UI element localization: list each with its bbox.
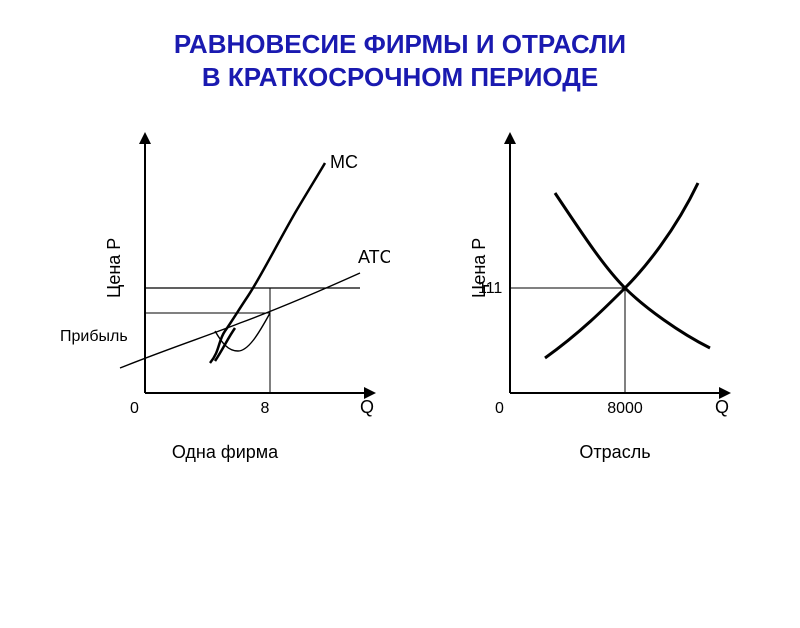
x-tick-label: 8000 bbox=[607, 400, 643, 417]
chart-industry: Цена Р Q 0 111 8000 Отрасль bbox=[430, 113, 740, 493]
demand-curve bbox=[555, 193, 710, 348]
origin-label: 0 bbox=[130, 400, 139, 417]
page-title: РАВНОВЕСИЕ ФИРМЫ И ОТРАСЛИ В КРАТКОСРОЧН… bbox=[0, 28, 800, 93]
chart-firm-svg: Цена Р Q 0 8 МС АТС Прибыл bbox=[60, 113, 390, 493]
atc-label: АТС bbox=[358, 247, 390, 267]
x-axis-label: Q bbox=[360, 397, 374, 417]
chart-firm: Цена Р Q 0 8 МС АТС Прибыл bbox=[60, 113, 390, 493]
supply-curve bbox=[545, 183, 698, 358]
chart-caption: Отрасль bbox=[579, 442, 650, 462]
charts-row: Цена Р Q 0 8 МС АТС Прибыл bbox=[0, 113, 800, 493]
origin-label: 0 bbox=[495, 400, 504, 417]
title-line-2: В КРАТКОСРОЧНОМ ПЕРИОДЕ bbox=[0, 61, 800, 94]
atc-curve bbox=[120, 273, 360, 368]
profit-label: Прибыль bbox=[60, 328, 128, 345]
y-axis-label: Цена Р bbox=[104, 238, 124, 298]
chart-industry-svg: Цена Р Q 0 111 8000 Отрасль bbox=[430, 113, 740, 493]
title-line-1: РАВНОВЕСИЕ ФИРМЫ И ОТРАСЛИ bbox=[0, 28, 800, 61]
x-axis-label: Q bbox=[715, 397, 729, 417]
y-tick-label: 111 bbox=[478, 280, 502, 297]
x-tick-label: 8 bbox=[261, 400, 270, 417]
mc-label: МС bbox=[330, 152, 358, 172]
mc-curve bbox=[210, 163, 325, 363]
chart-caption: Одна фирма bbox=[172, 442, 279, 462]
